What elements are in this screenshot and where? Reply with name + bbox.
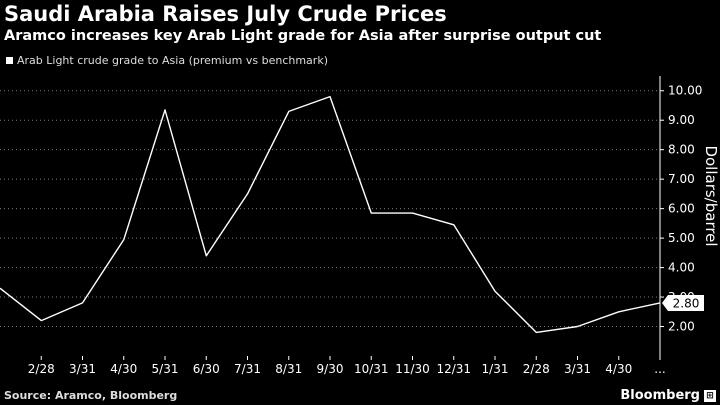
x-tick-label: 9/30: [317, 362, 344, 376]
x-tick-label: 5/31: [152, 362, 179, 376]
legend-label: Arab Light crude grade to Asia (premium …: [17, 54, 328, 67]
y-tick-label: 7.00: [668, 172, 695, 186]
y-tick-label: 10.00: [668, 84, 702, 98]
last-value-label: 2.80: [673, 296, 700, 310]
y-tick-label: 6.00: [668, 202, 695, 216]
y-axis-label: Dollars/barrel: [702, 145, 720, 246]
x-tick-label: 1/31: [482, 362, 509, 376]
x-tick-label: 4/30: [605, 362, 632, 376]
y-tick-label: 9.00: [668, 113, 695, 127]
chart-title: Saudi Arabia Raises July Crude Prices: [4, 2, 447, 26]
series-line: [0, 95, 661, 334]
line-chart: 2.003.004.005.006.007.008.009.0010.00Dol…: [0, 76, 720, 376]
last-value-callout: [662, 294, 704, 311]
x-tick-label: 6/30: [193, 362, 220, 376]
y-tick-label: 5.00: [668, 231, 695, 245]
chart-subtitle: Aramco increases key Arab Light grade fo…: [4, 28, 602, 44]
x-tick-label: ...: [654, 362, 665, 376]
legend: Arab Light crude grade to Asia (premium …: [6, 54, 328, 67]
source-note: Source: Aramco, Bloomberg: [4, 389, 178, 402]
legend-swatch: [6, 57, 13, 64]
x-tick-label: 2/28: [28, 362, 55, 376]
x-tick-label: 4/30: [110, 362, 137, 376]
x-tick-label: 2/28: [523, 362, 550, 376]
brand-label: Bloomberg: [620, 388, 700, 403]
x-tick-label: 8/31: [275, 362, 302, 376]
x-tick-label: 10/31: [354, 362, 389, 376]
x-tick-label: 3/31: [69, 362, 96, 376]
y-tick-label: 2.00: [668, 320, 695, 334]
bloomberg-logo-icon: ⊞: [704, 389, 716, 402]
x-tick-label: 12/31: [436, 362, 471, 376]
y-tick-label: 8.00: [668, 143, 695, 157]
x-tick-label: 11/30: [395, 362, 430, 376]
x-tick-label: 7/31: [234, 362, 261, 376]
brand: Bloomberg ⊞: [620, 388, 716, 403]
y-tick-label: 4.00: [668, 261, 695, 275]
x-tick-label: 3/31: [564, 362, 591, 376]
